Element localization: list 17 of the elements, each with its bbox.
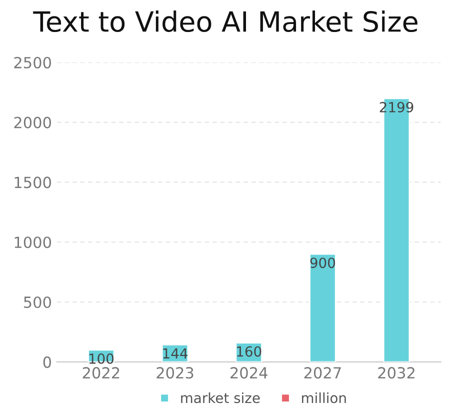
x-tick-label: 2023 [156,367,194,379]
bar [309,253,336,362]
legend-label: market size [181,392,260,404]
legend-label: million [302,392,346,404]
y-tick-label: 0 [43,356,52,368]
y-tick-label: 2000 [14,116,52,128]
y-tick-label: 1500 [14,176,52,188]
x-tick-label: 2027 [304,367,341,379]
y-tick-label: 1000 [14,236,52,248]
chart-title: Text to Video AI Market Size [33,10,418,32]
data-label: 144 [163,348,188,358]
y-tick-label: 500 [24,296,52,308]
x-tick-label: 2022 [82,367,120,379]
y-tick-label: 2500 [14,56,52,68]
x-tick-label: 2032 [378,367,414,379]
x-tick-label: 2024 [230,367,268,379]
data-label: 100 [89,353,114,364]
